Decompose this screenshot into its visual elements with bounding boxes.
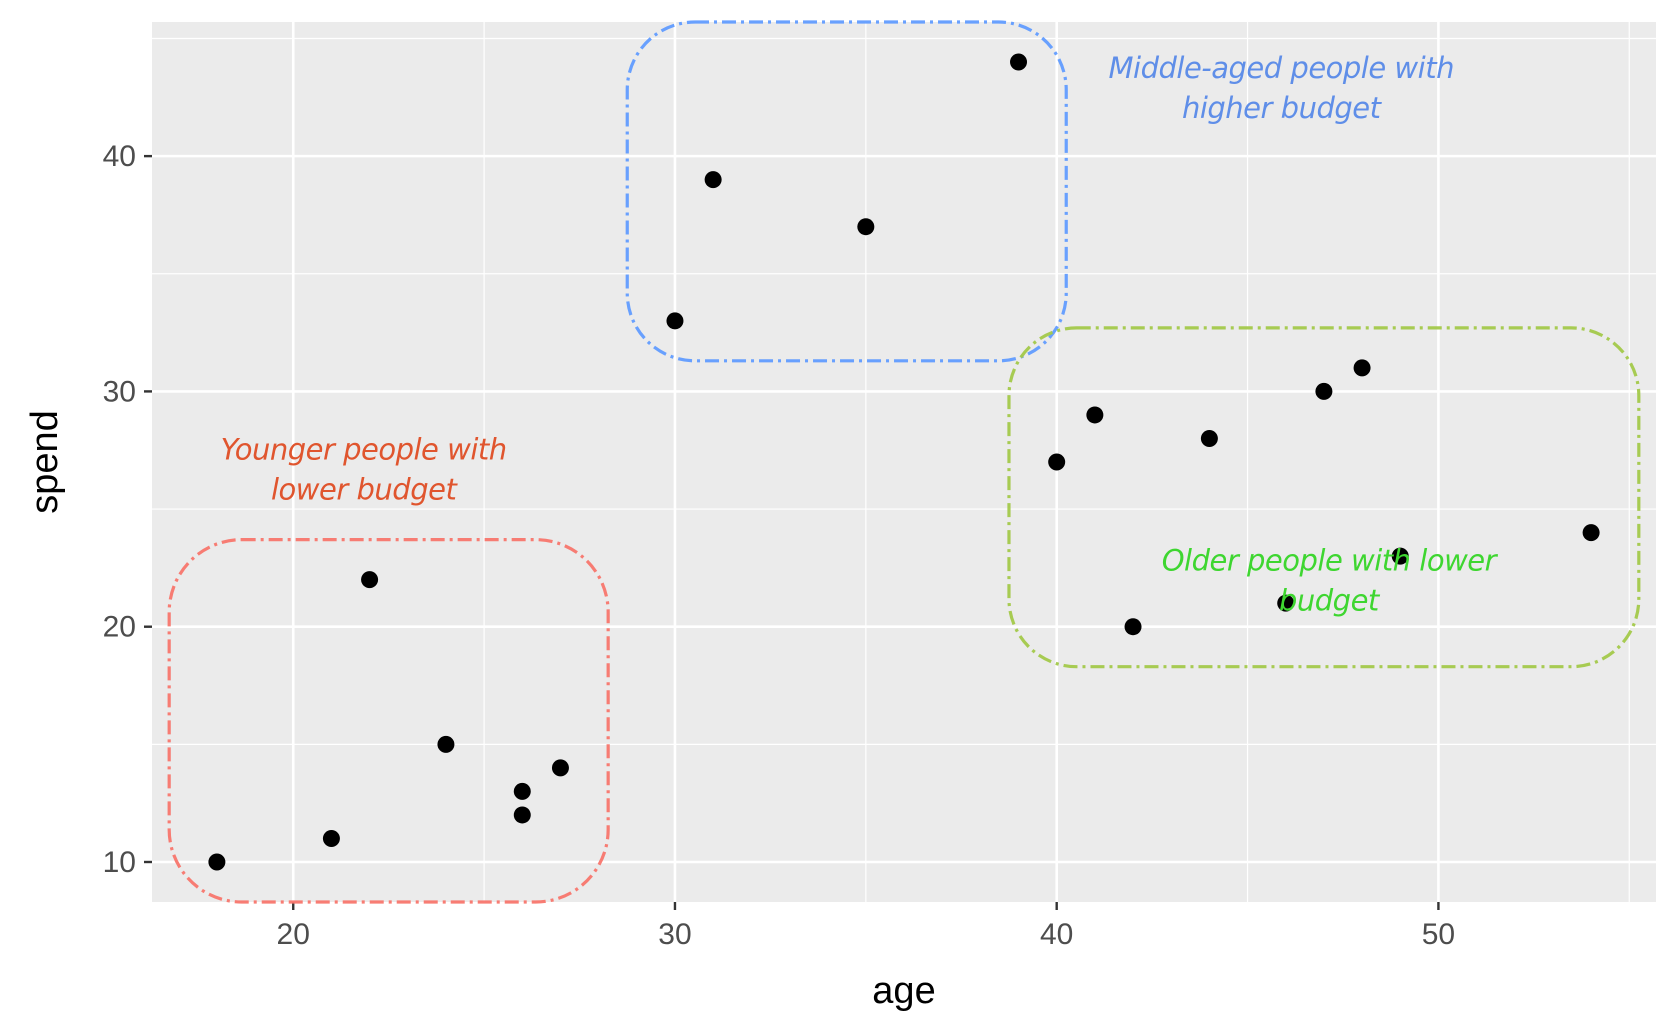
data-point	[1353, 359, 1371, 377]
group-labels: Younger people with lower budget Middle-ag…	[221, 51, 1499, 618]
minor-gridlines	[152, 22, 1656, 902]
data-point	[1200, 429, 1218, 447]
x-tick-label: 30	[658, 918, 691, 951]
data-point	[437, 735, 455, 753]
x-tick-label: 40	[1040, 918, 1073, 951]
data-point	[1391, 547, 1409, 565]
group-outline	[1007, 326, 1641, 669]
data-point	[1124, 618, 1142, 636]
data-point	[1010, 53, 1028, 71]
data-points	[208, 53, 1600, 871]
group-label-line: higher budget	[1182, 91, 1383, 125]
x-axis-title: age	[872, 970, 935, 1012]
y-axis-tick-labels: 10 20 30 40	[103, 140, 136, 879]
group-label: Middle-aged people with higher budget	[1109, 51, 1454, 125]
data-point	[1048, 453, 1066, 471]
data-point	[1315, 382, 1333, 400]
y-tick-label: 40	[103, 140, 136, 173]
group-outlines	[167, 20, 1641, 904]
y-tick-label: 10	[103, 846, 136, 879]
data-point	[666, 312, 684, 330]
y-axis-title: spend	[24, 410, 66, 514]
group-outline	[167, 538, 610, 904]
data-point	[1086, 406, 1104, 424]
y-tick-label: 20	[103, 611, 136, 644]
group-label-line: budget	[1279, 584, 1381, 618]
data-point	[1582, 524, 1600, 542]
data-point	[208, 853, 226, 871]
group-label: Younger people with lower budget	[221, 433, 507, 507]
data-point	[704, 171, 722, 189]
x-tick-label: 50	[1422, 918, 1455, 951]
x-axis-tick-labels: 20 30 40 50	[277, 918, 1456, 951]
x-tick-label: 20	[277, 918, 310, 951]
group-outline	[625, 20, 1068, 363]
group-label-line: lower budget	[271, 473, 458, 507]
data-point	[513, 806, 531, 824]
data-point	[551, 759, 569, 777]
group-label-line: Younger people with	[221, 433, 507, 467]
data-point	[1277, 594, 1295, 612]
group-label-line: Older people with lower	[1162, 544, 1499, 578]
axis-ticks	[144, 154, 1440, 910]
data-point	[322, 829, 340, 847]
data-point	[857, 218, 875, 236]
group-label-line: Middle-aged people with	[1109, 51, 1454, 85]
data-point	[361, 571, 379, 589]
group-label: Older people with lower budget	[1162, 544, 1499, 618]
plot-panel	[152, 22, 1656, 902]
y-tick-label: 30	[103, 375, 136, 408]
data-point	[513, 782, 531, 800]
